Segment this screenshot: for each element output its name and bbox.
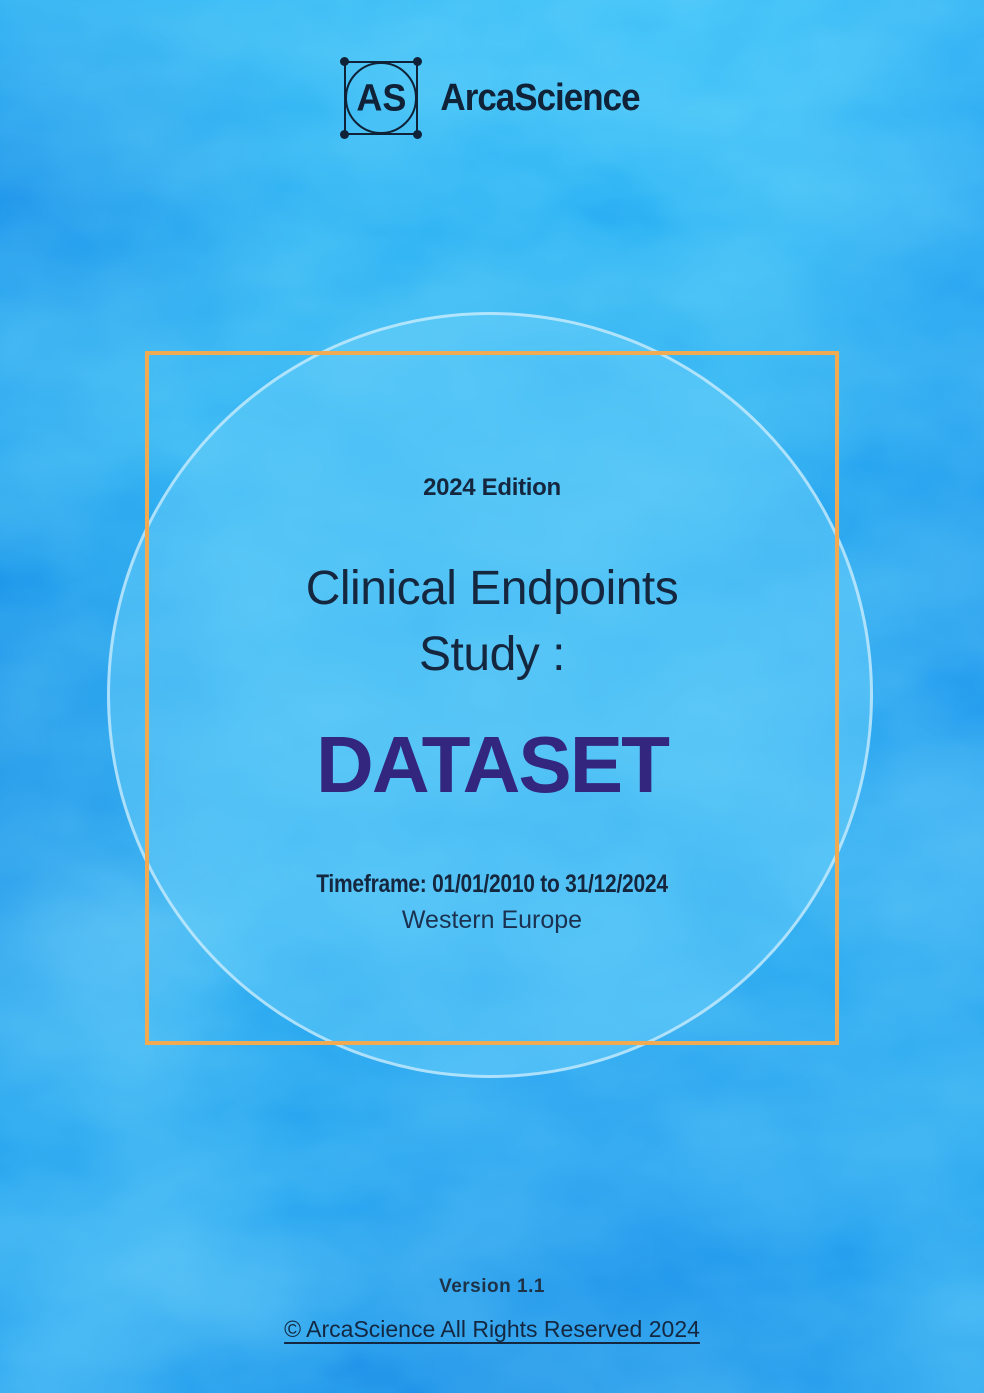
region-label: Western Europe [401,906,583,934]
hero-circle [107,312,873,1078]
logo-corner-dot [340,130,350,139]
brand-name: ArcaScience [440,76,640,119]
logo: AS ArcaScience [0,56,984,140]
logo-corner-dot [340,57,350,66]
gold-frame [145,351,839,1045]
logo-mark-icon: AS [340,57,423,139]
study-title: Clinical Endpoints Study : [0,556,984,688]
logo-circle [345,62,418,134]
dataset-title: DATASET [316,720,670,809]
logo-monogram: AS [356,75,407,119]
timeframe-label: Timeframe: 01/01/2010 to 31/12/2024 [316,870,668,898]
copyright-text: © ArcaScience All Rights Reserved 2024 [284,1316,700,1342]
study-title-line-1: Clinical Endpoints [305,562,679,615]
edition-label: 2024 Edition [423,474,561,501]
version-label: Version 1.1 [439,1276,545,1297]
study-title-line-2: Study : [419,628,565,681]
logo-corner-dot [413,130,423,139]
logo-corner-dot [413,57,423,66]
